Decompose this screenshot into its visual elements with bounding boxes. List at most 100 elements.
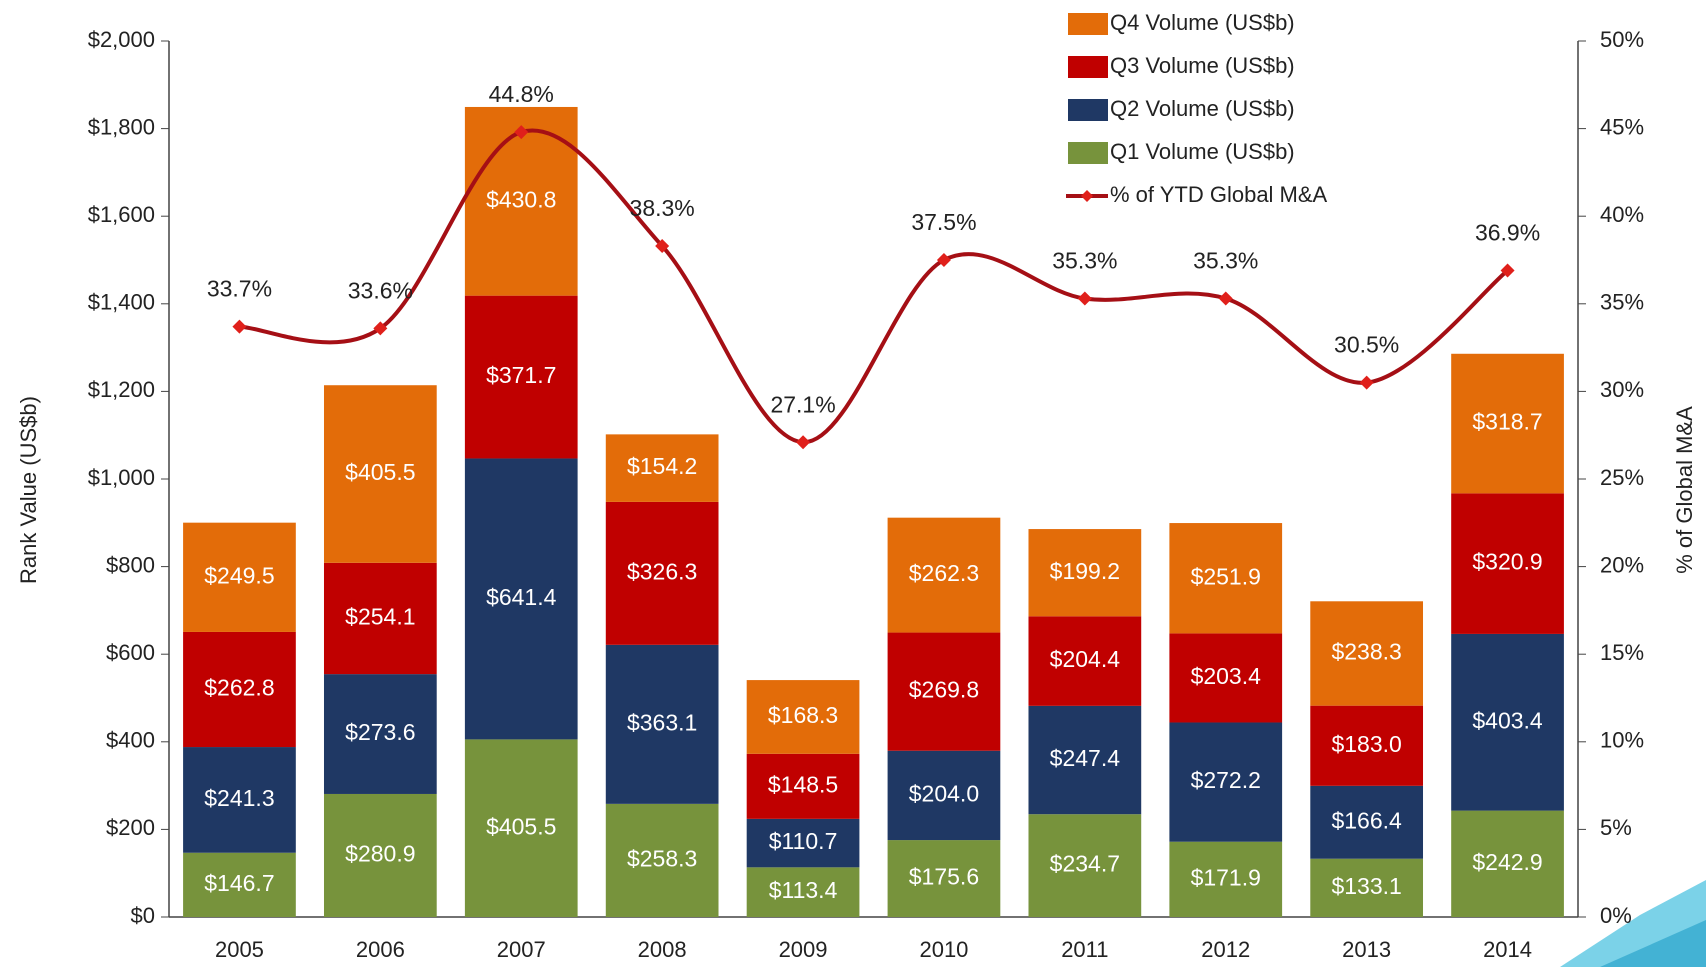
x-tick-label: 2009 xyxy=(779,937,828,962)
bar-segment xyxy=(1310,601,1424,706)
line-marker xyxy=(1359,375,1374,390)
data-label: $405.5 xyxy=(486,813,556,839)
bar-segment xyxy=(746,680,860,754)
data-label: $234.7 xyxy=(1050,851,1120,877)
y-tick-label: $1,800 xyxy=(88,114,155,139)
data-label: $405.5 xyxy=(345,459,415,485)
line-marker xyxy=(1218,291,1233,306)
line-label: 38.3% xyxy=(630,195,695,221)
data-label: $241.3 xyxy=(204,785,274,811)
line-label: 27.1% xyxy=(770,391,835,417)
y-tick-label: $1,000 xyxy=(88,465,155,490)
data-label: $203.4 xyxy=(1191,663,1262,689)
x-tick-label: 2006 xyxy=(356,937,405,962)
line-marker xyxy=(232,319,247,334)
y2-tick-label: 20% xyxy=(1600,552,1644,577)
bar-segment xyxy=(464,739,578,917)
data-label: $204.4 xyxy=(1050,646,1121,672)
line-marker xyxy=(936,253,951,267)
bar-segment xyxy=(1169,841,1283,917)
bar-segment xyxy=(605,644,719,804)
legend-swatch xyxy=(1068,13,1108,35)
data-label: $273.6 xyxy=(345,719,415,745)
x-tick-label: 2011 xyxy=(1061,937,1108,962)
bar-segment xyxy=(1028,705,1142,815)
data-label: $148.5 xyxy=(768,771,838,797)
data-label: $371.7 xyxy=(486,362,556,388)
bar-segment xyxy=(1451,633,1564,811)
x-tick-label: 2010 xyxy=(919,937,968,962)
legend-label: % of YTD Global M&A xyxy=(1110,182,1328,207)
line-marker xyxy=(1077,291,1092,306)
x-tick-label: 2007 xyxy=(497,937,546,962)
data-label: $113.4 xyxy=(769,877,838,903)
bar-segment xyxy=(183,852,296,917)
line-label: 37.5% xyxy=(911,209,976,235)
bar-segment xyxy=(746,867,860,917)
line-marker xyxy=(373,321,388,336)
x-tick-label: 2013 xyxy=(1342,937,1391,962)
bar-segment xyxy=(605,501,719,645)
line xyxy=(239,128,1509,445)
x-tick-label: 2012 xyxy=(1201,937,1250,962)
legend-swatch xyxy=(1068,142,1108,164)
bar-segment xyxy=(605,803,719,917)
legend-label: Q4 Volume (US$b) xyxy=(1110,10,1295,35)
line-label: 33.7% xyxy=(207,276,272,302)
y2-tick-label: 35% xyxy=(1600,290,1644,315)
y2-tick-label: 10% xyxy=(1600,728,1644,753)
bar-segment xyxy=(887,840,1001,917)
bar-segment xyxy=(1451,353,1564,494)
bar-segment xyxy=(1028,529,1142,617)
bar-segment xyxy=(183,747,296,853)
data-label: $175.6 xyxy=(909,864,979,890)
y2-tick-label: 0% xyxy=(1600,903,1632,928)
bar-segment xyxy=(1028,616,1142,706)
bar-segment xyxy=(1310,785,1424,859)
bar-segment xyxy=(746,818,860,868)
y-tick-label: $0 xyxy=(131,903,155,928)
data-label: $262.3 xyxy=(909,560,979,586)
data-label: $247.4 xyxy=(1050,745,1121,771)
bar-segment xyxy=(605,434,719,502)
y2-tick-label: 30% xyxy=(1600,377,1644,402)
line-marker xyxy=(796,435,811,450)
y-tick-label: $200 xyxy=(106,815,155,840)
data-label: $199.2 xyxy=(1050,558,1120,584)
legend-label: Q2 Volume (US$b) xyxy=(1110,96,1295,121)
line-label: 35.3% xyxy=(1193,248,1258,274)
y2-tick-label: 5% xyxy=(1600,815,1632,840)
data-label: $272.2 xyxy=(1191,767,1261,793)
data-label: $258.3 xyxy=(627,846,697,872)
y2-tick-label: 40% xyxy=(1600,202,1644,227)
bar-segment xyxy=(887,750,1001,841)
legend-label: Q1 Volume (US$b) xyxy=(1110,139,1295,164)
line-label: 30.5% xyxy=(1334,332,1399,358)
data-label: $269.8 xyxy=(909,677,979,703)
y-tick-label: $400 xyxy=(106,728,155,753)
data-label: $166.4 xyxy=(1331,807,1402,833)
data-label: $168.3 xyxy=(768,702,838,728)
bar-segment xyxy=(746,753,860,819)
y-tick-label: $800 xyxy=(106,552,155,577)
y2-tick-label: 25% xyxy=(1600,465,1644,490)
data-label: $133.1 xyxy=(1331,873,1401,899)
data-label: $280.9 xyxy=(345,841,415,867)
y2-tick-label: 45% xyxy=(1600,114,1644,139)
bar-segment xyxy=(323,674,437,794)
data-label: $430.8 xyxy=(486,186,556,212)
bar-segment xyxy=(1310,858,1424,917)
bar-segment xyxy=(1451,493,1564,634)
y2-axis-label: % of Global M&A xyxy=(1672,406,1697,574)
data-label: $204.0 xyxy=(909,780,979,806)
data-label: $183.0 xyxy=(1331,731,1401,757)
bar-segment xyxy=(183,522,296,632)
bar-segment xyxy=(323,385,437,563)
bar-segment xyxy=(887,517,1001,633)
bar-segment xyxy=(887,632,1001,751)
data-label: $238.3 xyxy=(1331,639,1401,665)
bar-segment xyxy=(464,295,578,459)
data-label: $318.7 xyxy=(1472,409,1542,435)
